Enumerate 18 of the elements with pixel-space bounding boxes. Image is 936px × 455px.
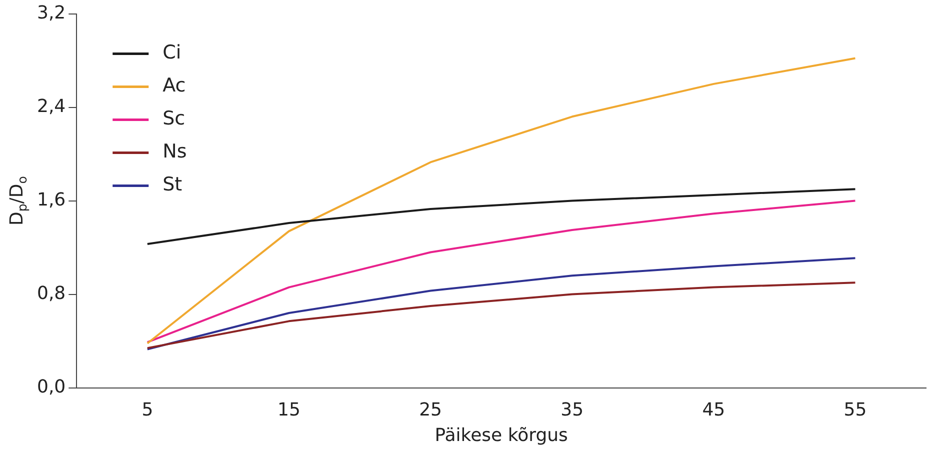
legend-label: Ci	[162, 42, 182, 64]
x-tick-label: 55	[844, 399, 867, 420]
x-tick-label: 25	[419, 399, 442, 420]
x-tick-label: 45	[702, 399, 726, 420]
y-axis-title: Dp/Do	[6, 176, 30, 226]
y-tick-label: 0,0	[36, 376, 66, 398]
legend-label: St	[162, 174, 182, 196]
legend-label: Ac	[162, 74, 186, 97]
y-tick-label: 2,4	[36, 96, 66, 117]
x-tick-label: 35	[560, 399, 584, 420]
y-tick-label: 1,6	[36, 189, 66, 210]
x-tick-label: 5	[142, 399, 154, 420]
x-tick-label: 15	[278, 399, 300, 420]
legend-label: Ns	[162, 140, 187, 163]
legend-label: Sc	[162, 108, 186, 130]
y-tick-label: 3,2	[36, 2, 66, 24]
x-axis-title: Päikese kõrgus	[434, 424, 568, 446]
y-tick-label: 0,8	[36, 282, 66, 304]
